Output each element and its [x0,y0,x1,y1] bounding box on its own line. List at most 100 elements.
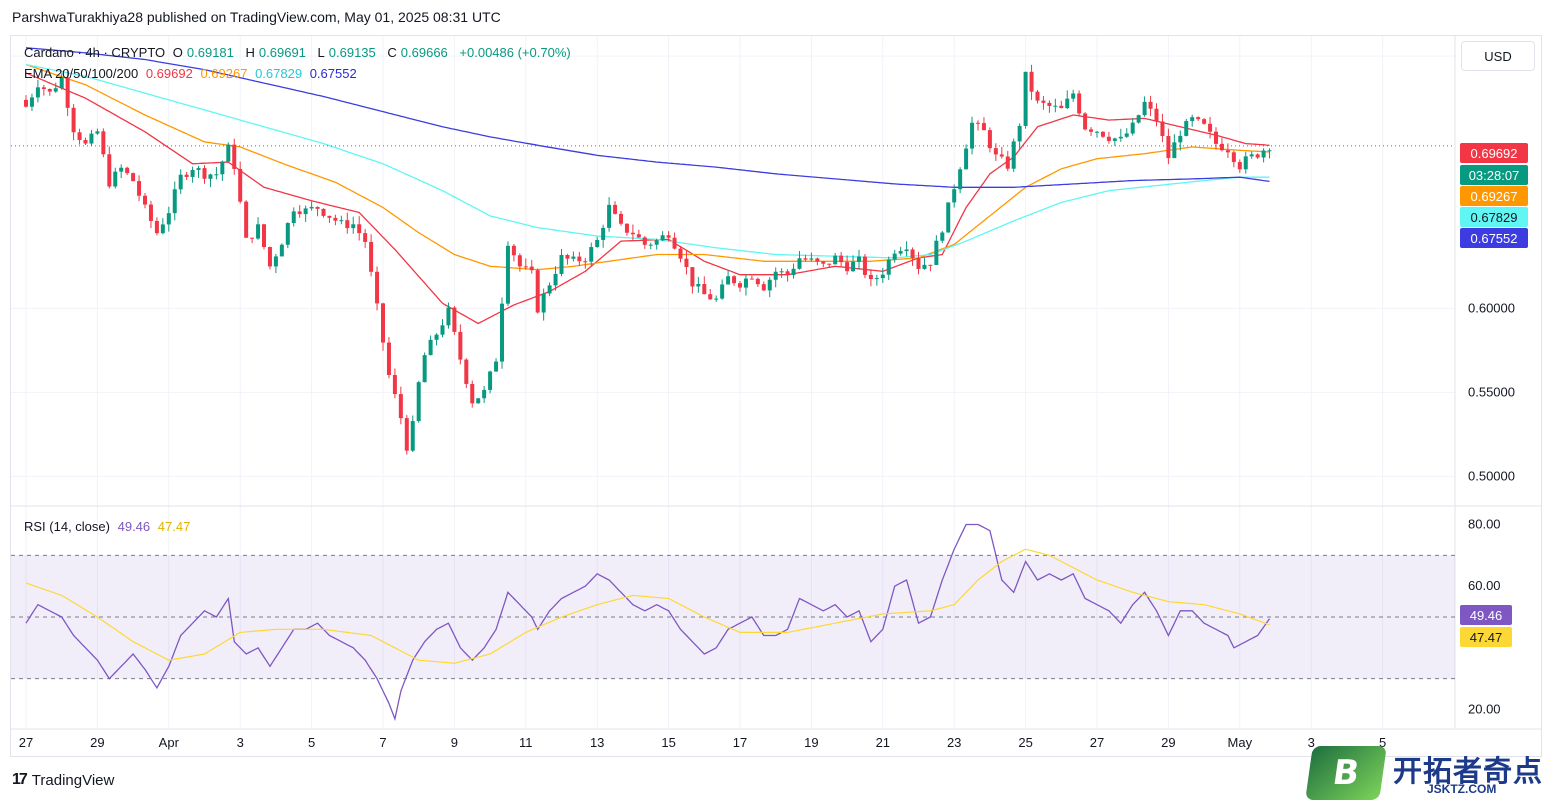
candle-down [131,173,136,182]
open-label: O [172,45,183,60]
candle-down [297,211,302,215]
candle-down [250,237,255,239]
candle-down [458,331,463,360]
candle-up [601,227,606,240]
candle-down [732,276,737,284]
candle-up [720,284,725,299]
watermark-text: 开拓者奇点 [1393,756,1544,788]
candle-down [619,213,623,224]
price-tick-label: 0.50000 [1468,468,1515,483]
candle-up [1095,131,1099,133]
chart-frame [10,35,1542,757]
candle-up [428,339,433,356]
time-tick-label: 29 [1161,735,1175,750]
candle-up [589,247,594,262]
ema-label: EMA 20/50/100/200 [24,66,139,81]
candle-down [1083,113,1088,130]
candle-down [999,154,1004,157]
candle-down [232,144,237,169]
price-tag [1460,186,1528,206]
candle-down [386,342,391,376]
candle-up [1071,93,1076,99]
candle-down [583,261,588,263]
rsi-ma-tag-label: 47.47 [1470,630,1503,645]
candle-down [101,131,106,155]
candle-up [1261,150,1266,158]
candle-up [113,171,118,187]
candle-up [648,244,653,246]
change-value: +0.00486 (+0.70%) [459,45,571,60]
candle-up [934,240,939,265]
candle-up [791,268,796,276]
candle-down [392,375,397,395]
candle-up [35,87,40,98]
candle-up [1184,121,1189,136]
candle-up [494,361,499,372]
candle-up [886,259,891,275]
time-tick-label: 13 [590,735,604,750]
watermark-subtext: JSKTZ.COM [1427,782,1497,796]
candle-down [702,284,707,295]
candle-up [1249,154,1254,157]
candle-up [446,307,451,326]
candle-down [690,267,695,287]
candle-down [928,264,933,266]
candle-up [767,279,772,291]
candle-down [398,394,403,419]
time-tick-label: 3 [1308,735,1315,750]
currency-button[interactable]: USD [1461,41,1535,71]
candle-down [24,99,28,107]
candle-up [285,223,290,245]
candle-up [1267,150,1272,152]
candle-down [1047,102,1052,106]
candle-down [708,294,713,300]
candle-up [779,271,784,273]
candle-down [738,283,742,288]
low-value: 0.69135 [328,45,376,60]
candle-down [333,217,338,221]
rsi-tick-label: 80.00 [1468,517,1501,532]
candle-up [714,298,719,300]
candle-up [482,389,487,399]
candle-down [47,89,52,92]
time-tick-label: 27 [1090,735,1104,750]
rsi-ma-line [25,548,1270,664]
ema100-line [25,63,1270,259]
candle-down [642,237,647,245]
rsi-value: 49.46 [117,519,151,534]
candle-up [220,161,225,175]
candle-down [452,307,457,332]
candle-down [267,247,272,267]
candle-down [315,206,320,209]
candle-down [862,256,867,275]
tradingview-logo[interactable]: 17 TradingView [12,771,114,789]
candle-down [1041,100,1046,103]
candle-down [1100,131,1105,137]
candle-up [1053,105,1058,107]
rsi-ma-tag [1460,627,1512,647]
candle-down [1005,156,1010,169]
candle-up [874,278,879,280]
candle-up [1172,142,1177,159]
candle-up [922,264,927,269]
rsi-tag [1460,605,1512,625]
price-tag [1460,228,1528,248]
candle-down [785,271,790,276]
ema100-value: 0.67829 [255,66,303,81]
time-tick-label: May [1228,735,1253,750]
candle-down [125,167,130,174]
tradingview-icon: 17 [12,771,28,788]
candle-up [553,273,558,286]
rsi-pane [11,523,1455,722]
candle-down [464,359,469,384]
high-value: 0.69691 [258,45,306,60]
candle-down [1077,93,1082,114]
candle-down [821,261,826,264]
candle-up [500,303,504,362]
candle-down [107,154,112,187]
candle-down [1214,131,1218,144]
candle-up [119,167,124,172]
watermark: B 开拓者奇点 JSKTZ.COM [1305,746,1547,800]
candle-down [987,130,992,149]
